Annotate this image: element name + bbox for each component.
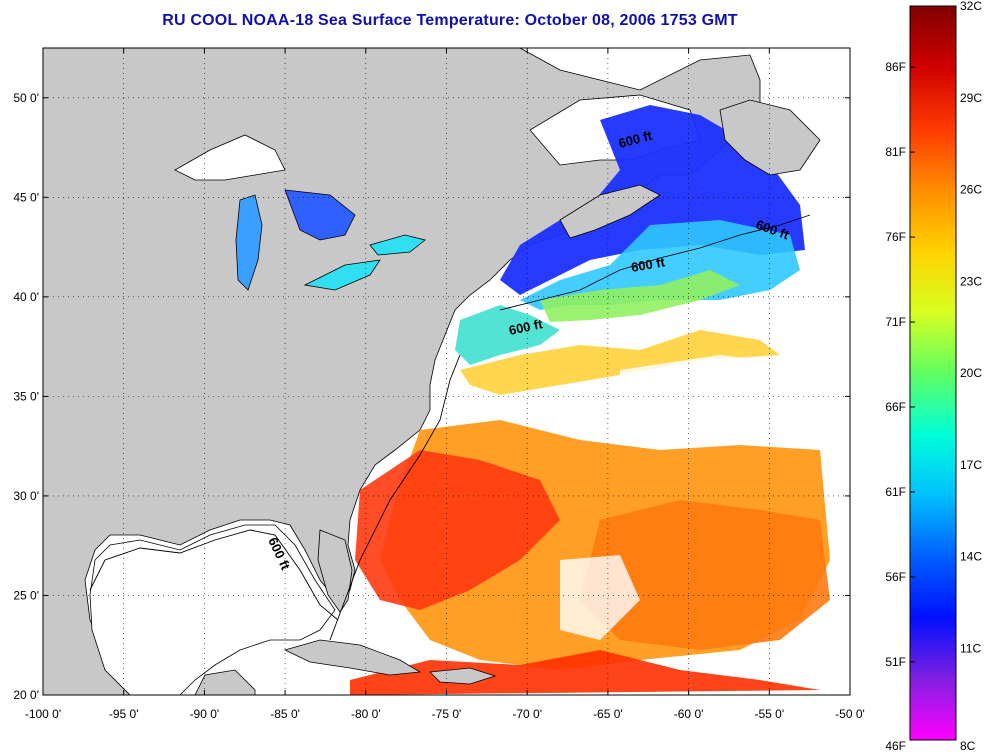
sst-red-gulfstream [355, 450, 560, 610]
contour-label-georges: 600 ft [630, 254, 667, 275]
colorbar-fahrenheit-label: 51F [885, 655, 906, 669]
lat-tick-label: 20 0' [13, 688, 39, 702]
colorbar-fahrenheit-label: 76F [885, 230, 906, 244]
lon-tick-label: -90 0' [190, 707, 220, 721]
lat-tick-label: 30 0' [13, 489, 39, 503]
great-lakes [174, 134, 426, 291]
colorbar-fahrenheit-label: 56F [885, 570, 906, 584]
latitude-axis: 20 0' 25 0' 30 0' 35 0' 40 0' 45 0' 50 0' [13, 91, 850, 702]
lake-ontario [369, 234, 426, 256]
lon-tick-label: -80 0' [351, 707, 381, 721]
land-yucatan [194, 669, 256, 695]
colorbar-fahrenheit-label: 46F [885, 739, 906, 753]
lon-tick-label: -70 0' [512, 707, 542, 721]
map-plot-area[interactable] [43, 48, 850, 695]
lake-erie [303, 259, 381, 291]
sst-white-clouds-1 [620, 355, 820, 440]
colorbar-fahrenheit-labels: 86F 81F 76F 71F 66F 61F 56F 51F 46F [885, 60, 915, 753]
colorbar-celsius-label: 14C [960, 550, 982, 564]
colorbar-celsius-label: 17C [960, 458, 982, 472]
colorbar-bar [909, 5, 957, 741]
land-newfoundland [719, 99, 821, 176]
lon-tick-label: -85 0' [270, 707, 300, 721]
colorbar-fahrenheit-label: 61F [885, 485, 906, 499]
sst-cyan-midatlantic [455, 305, 560, 365]
lon-tick-label: -50 0' [835, 707, 865, 721]
lake-superior [174, 134, 286, 181]
sst-green-band [540, 270, 740, 322]
lon-tick-label: -95 0' [109, 707, 139, 721]
lat-tick-label: 45 0' [13, 190, 39, 204]
colorbar: 32C 29C 26C 23C 20C 17C 14C 11C 8C 86F 81F 76F 71F 6… [885, 0, 982, 753]
map-title: RU COOL NOAA-18 Sea Surface Temperature:… [162, 12, 738, 29]
colorbar-celsius-label: 8C [960, 739, 976, 753]
lat-tick-label: 50 0' [13, 91, 39, 105]
gulf-of-mexico [89, 524, 336, 695]
colorbar-celsius-labels: 32C 29C 26C 23C 20C 17C 14C 11C 8C [960, 0, 982, 753]
colorbar-fahrenheit-label: 66F [885, 400, 906, 414]
lon-tick-label: -55 0' [754, 707, 784, 721]
colorbar-fahrenheit-label: 71F [885, 315, 906, 329]
colorbar-celsius-label: 23C [960, 274, 982, 288]
contour-label-midatlantic: 600 ft [508, 316, 545, 338]
sst-yellow-front [460, 330, 780, 395]
isobath-line-southeast [329, 354, 461, 641]
lake-huron [284, 189, 356, 241]
colorbar-fahrenheit-label: 81F [885, 145, 906, 159]
colorbar-fahrenheit-label: 86F [885, 60, 906, 74]
lon-tick-label: -60 0' [674, 707, 704, 721]
lat-tick-label: 35 0' [13, 389, 39, 403]
sst-orange-east [580, 500, 830, 650]
land-cuba [283, 639, 422, 676]
colorbar-celsius-label: 20C [960, 366, 982, 380]
lake-michigan [235, 194, 263, 291]
land-hispaniola [429, 667, 497, 685]
lat-tick-label: 40 0' [13, 290, 39, 304]
lon-tick-label: -65 0' [593, 707, 623, 721]
lat-tick-label: 25 0' [13, 588, 39, 602]
colorbar-celsius-label: 11C [960, 641, 981, 655]
colorbar-celsius-label: 26C [960, 183, 982, 197]
land-florida [317, 529, 353, 613]
colorbar-celsius-label: 29C [960, 91, 982, 105]
lon-tick-label: -100 0' [25, 707, 61, 721]
lon-tick-label: -75 0' [432, 707, 462, 721]
colorbar-celsius-label: 32C [960, 0, 982, 13]
sst-white-clouds-2 [560, 555, 640, 640]
isobath-line-gulf [89, 529, 339, 621]
land-nova-scotia [559, 184, 661, 239]
longitude-axis: -100 0' -95 0' -90 0' -85 0' -80 0' -75 0' -70… [25, 48, 865, 721]
